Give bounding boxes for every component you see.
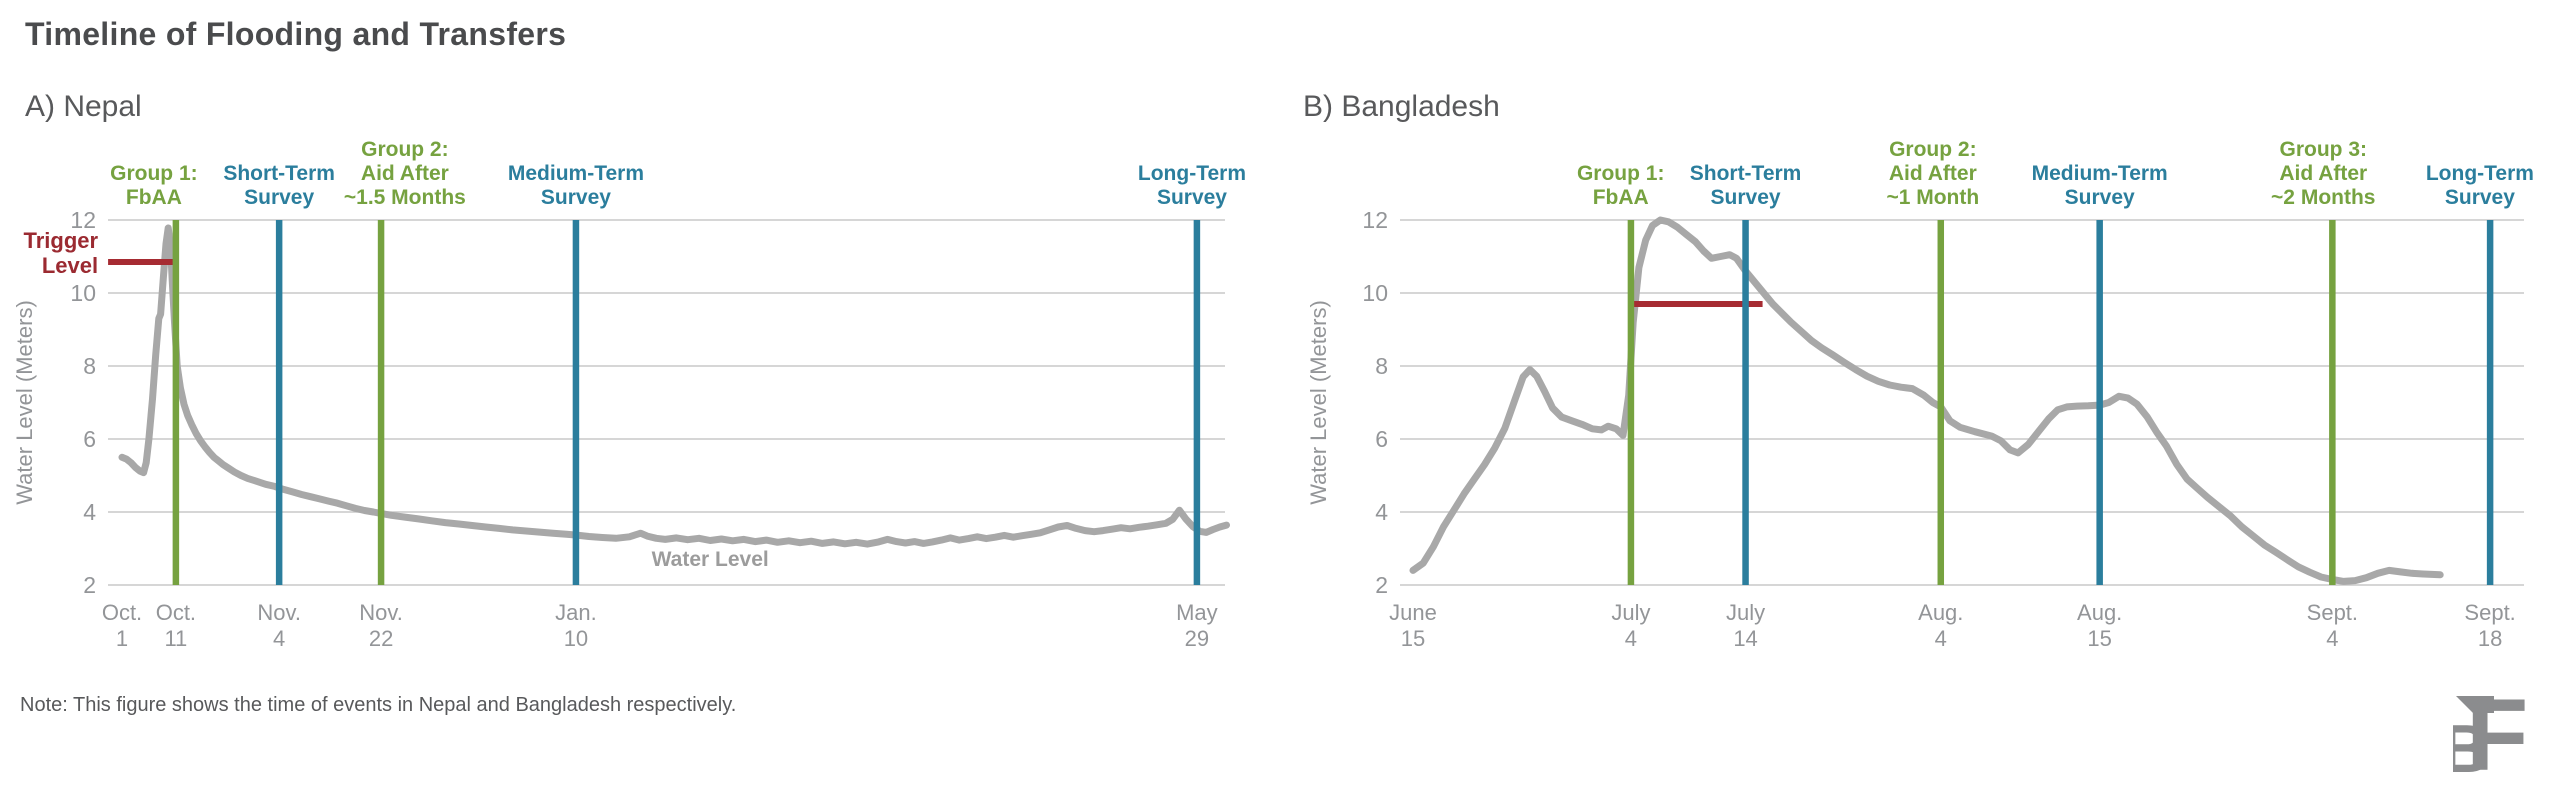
event-label-group-3-aid-after-2-months: Aid After [2279,162,2367,185]
event-label-medium-term-survey: Medium-Term [508,162,644,185]
x-tick-label: May [1176,600,1218,625]
event-label-group-3-aid-after-2-months: ~2 Months [2271,186,2375,209]
y-tick-label: 10 [1362,280,1388,306]
x-tick-label: Oct. [102,600,142,625]
figure-note: Note: This figure shows the time of even… [20,694,737,716]
bf-logo-mark: F B [2446,692,2528,776]
event-label-long-term-survey: Survey [2445,186,2515,209]
svg-text:B: B [2446,711,2490,776]
event-label-group-2-aid-after-1-month: Group 2: [1889,138,1977,161]
x-tick-label: July [1726,600,1765,625]
x-tick-label: 11 [164,626,187,651]
x-tick-label: Aug. [2077,600,2122,625]
y-axis-title: Water Level (Meters) [12,300,37,505]
nepal-chart: 2 4 6 8 10 12 Water Level (Meters) TriggerLevel… [12,138,1246,651]
water-level-line [1409,216,2444,585]
event-label-group-2-aid-after-1-month: Aid After [1889,162,1977,185]
panel-b-title: B) Bangladesh [1303,90,1500,123]
x-tick-label: 4 [1935,626,1947,651]
event-label-long-term-survey: Survey [1157,186,1227,209]
x-tick-label: 10 [564,626,588,651]
x-tick-label: Nov. [257,600,301,625]
x-tick-label: 14 [1733,626,1757,651]
event-label-short-term-survey: Short-Term [1690,162,1802,185]
water-level-series-label: Water Level [652,548,769,571]
event-label-group-1-fbaa: FbAA [1593,186,1649,209]
y-tick-label: 6 [1375,426,1388,452]
event-label-group-2-aid-after-1-5-months: Aid After [361,162,449,185]
event-label-group-2-aid-after-1-5-months: ~1.5 Months [344,186,466,209]
x-tick-label: 18 [2478,626,2502,651]
event-label-group-2-aid-after-1-month: ~1 Month [1886,186,1979,209]
y-tick-label: 6 [83,426,96,452]
x-tick-label: Sept. [2307,600,2358,625]
x-tick-label: 4 [1625,626,1637,651]
y-tick-label: 4 [1375,499,1388,525]
x-tick-label: 22 [369,626,393,651]
event-label-long-term-survey: Long-Term [1138,162,1246,185]
trigger-level-label: Level [42,253,98,278]
event-label-medium-term-survey: Survey [541,186,611,209]
y-tick-label: 12 [70,207,96,233]
y-axis-title: Water Level (Meters) [1306,300,1331,505]
trigger-level-label: Trigger [24,228,99,253]
x-tick-label: Jan. [555,600,597,625]
bangladesh-chart: 2 4 6 8 10 12 Water Level (Meters) Group 1:FbAA… [1306,138,2534,651]
event-label-short-term-survey: Survey [244,186,314,209]
x-tick-label: 15 [1401,626,1425,651]
x-tick-label: Nov. [359,600,403,625]
event-label-group-1-fbaa: Group 1: [110,162,198,185]
panel-a-title: A) Nepal [25,90,142,123]
y-tick-label: 8 [1375,353,1388,379]
x-tick-label: Aug. [1918,600,1963,625]
x-tick-label: Sept. [2464,600,2515,625]
event-label-group-2-aid-after-1-5-months: Group 2: [361,138,449,161]
y-tick-label: 8 [83,353,96,379]
y-tick-label: 12 [1362,207,1388,233]
x-tick-label: June [1389,600,1437,625]
bf-logo: F B [2446,692,2528,776]
event-label-long-term-survey: Long-Term [2426,162,2534,185]
x-tick-label: 1 [116,626,128,651]
water-level-line [118,224,1230,548]
x-tick-label: July [1611,600,1650,625]
y-tick-label: 4 [83,499,96,525]
y-tick-label: 2 [83,572,96,598]
x-tick-label: 4 [273,626,285,651]
event-label-group-1-fbaa: Group 1: [1577,162,1665,185]
x-tick-label: Oct. [156,600,196,625]
event-label-group-3-aid-after-2-months: Group 3: [2280,138,2368,161]
y-tick-label: 10 [70,280,96,306]
event-label-short-term-survey: Short-Term [223,162,335,185]
event-label-medium-term-survey: Medium-Term [2032,162,2168,185]
event-label-short-term-survey: Survey [1711,186,1781,209]
page-title: Timeline of Flooding and Transfers [25,16,567,52]
event-label-medium-term-survey: Survey [2065,186,2135,209]
x-tick-label: 29 [1185,626,1209,651]
x-tick-label: 4 [2326,626,2338,651]
event-label-group-1-fbaa: FbAA [126,186,182,209]
x-tick-label: 15 [2087,626,2111,651]
y-tick-label: 2 [1375,572,1388,598]
